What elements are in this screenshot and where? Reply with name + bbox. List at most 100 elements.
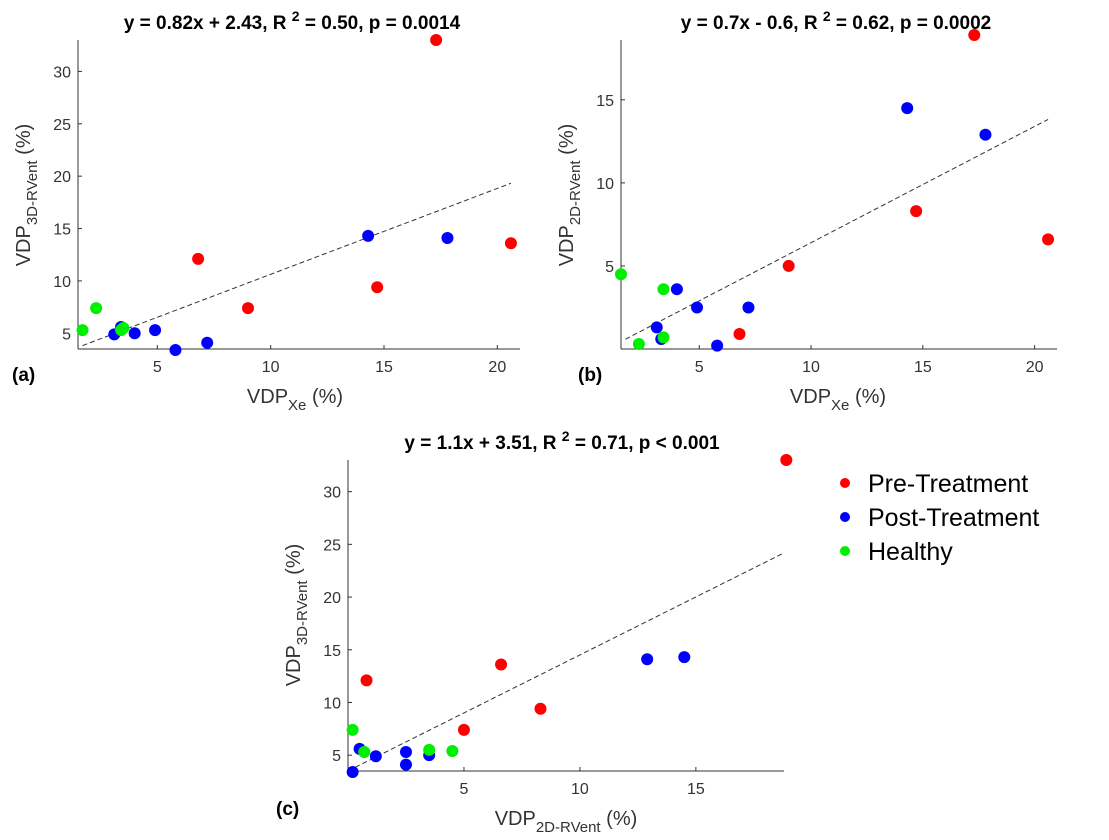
point-pre-treatment: [192, 252, 205, 265]
regression-line-a: [82, 182, 512, 347]
point-pre-treatment: [1042, 233, 1055, 246]
y-tick-label: 25: [53, 117, 71, 134]
panel-b: y = 0.7x - 0.6, R 2 = 0.62, p = 0.0002 5 1…: [556, 8, 1057, 414]
y-tick-label: 5: [605, 259, 614, 276]
y-axis-label-a: VDP3D-RVent (%): [13, 124, 41, 267]
point-post-treatment: [711, 339, 724, 352]
legend-item-healthy: Healthy: [840, 538, 953, 566]
point-healthy: [446, 744, 459, 757]
point-post-treatment: [369, 750, 382, 763]
point-pre-treatment: [782, 259, 795, 272]
y-axis-label-c: VDP3D-RVent (%): [283, 544, 311, 687]
chart-title-a: y = 0.82x + 2.43, R 2 = 0.50, p = 0.0014: [124, 8, 461, 34]
x-tick-label: 15: [687, 781, 705, 798]
x-tick-label: 10: [571, 781, 589, 798]
y-tick-label: 30: [323, 485, 341, 502]
point-pre-treatment: [430, 34, 443, 46]
y-tick-label: 15: [323, 643, 341, 660]
point-post-treatment: [399, 758, 412, 771]
x-tick-label: 10: [262, 359, 280, 376]
point-post-treatment: [691, 301, 704, 314]
point-healthy: [657, 331, 670, 344]
legend-label: Pre-Treatment: [868, 470, 1028, 498]
x-tick-label: 20: [1026, 359, 1044, 376]
point-healthy: [358, 746, 371, 759]
point-post-treatment: [678, 651, 691, 664]
point-post-treatment: [979, 128, 992, 141]
panel-label-a: (a): [12, 365, 35, 386]
point-post-treatment: [650, 321, 663, 334]
legend-label: Healthy: [868, 538, 953, 566]
legend-marker: [840, 546, 850, 556]
x-axis-label-a: VDPXe (%): [247, 386, 343, 414]
x-tick-label: 10: [802, 359, 820, 376]
point-healthy: [632, 338, 645, 351]
point-healthy: [346, 723, 359, 736]
y-axis-label-b: VDP2D-RVent (%): [556, 124, 584, 267]
point-healthy: [423, 743, 436, 756]
panel-a: y = 0.82x + 2.43, R 2 = 0.50, p = 0.0014…: [12, 8, 520, 414]
chart-title-c: y = 1.1x + 3.51, R 2 = 0.71, p < 0.001: [404, 428, 720, 454]
point-pre-treatment: [780, 454, 793, 466]
y-tick-label: 30: [53, 64, 71, 81]
point-post-treatment: [169, 344, 182, 357]
y-tick-label: 20: [323, 590, 341, 607]
x-tick-label: 15: [375, 359, 393, 376]
legend: Pre-Treatment Post-Treatment Healthy: [840, 470, 1039, 566]
regression-line-c: [347, 552, 785, 772]
point-healthy: [615, 268, 627, 281]
point-post-treatment: [441, 231, 454, 244]
panel-c: y = 1.1x + 3.51, R 2 = 0.71, p < 0.001 5 1…: [276, 428, 793, 836]
y-tick-label: 10: [323, 695, 341, 712]
legend-marker: [840, 512, 850, 522]
legend-label: Post-Treatment: [868, 504, 1039, 532]
point-post-treatment: [346, 766, 359, 779]
x-axis-label-b: VDPXe (%): [790, 386, 886, 414]
point-post-treatment: [670, 283, 683, 296]
point-post-treatment: [149, 324, 162, 337]
y-tick-label: 5: [62, 326, 71, 343]
point-post-treatment: [901, 102, 914, 115]
point-pre-treatment: [242, 302, 254, 315]
legend-item-pre-treatment: Pre-Treatment: [840, 470, 1028, 498]
point-post-treatment: [201, 336, 214, 349]
y-tick-label: 10: [53, 274, 71, 291]
point-post-treatment: [742, 301, 755, 314]
y-tick-label: 15: [53, 222, 71, 239]
x-tick-label: 5: [460, 781, 469, 798]
y-tick-label: 5: [332, 748, 341, 765]
point-pre-treatment: [495, 658, 508, 671]
chart-title-b: y = 0.7x - 0.6, R 2 = 0.62, p = 0.0002: [681, 8, 991, 34]
y-tick-label: 20: [53, 169, 71, 186]
y-tick-label: 25: [323, 537, 341, 554]
x-axis-label-c: VDP2D-RVent (%): [495, 808, 638, 836]
panel-label-c: (c): [276, 799, 299, 820]
point-healthy: [115, 324, 128, 337]
point-pre-treatment: [910, 205, 923, 218]
point-post-treatment: [128, 327, 141, 340]
point-healthy: [76, 324, 89, 337]
x-tick-label: 5: [695, 359, 704, 376]
point-pre-treatment: [371, 281, 384, 294]
regression-line-b: [625, 118, 1049, 340]
legend-item-post-treatment: Post-Treatment: [840, 504, 1039, 532]
y-tick-label: 10: [596, 176, 614, 193]
point-pre-treatment: [733, 328, 746, 341]
x-tick-label: 15: [914, 359, 932, 376]
point-pre-treatment: [360, 674, 373, 687]
x-tick-label: 5: [153, 359, 162, 376]
point-healthy: [657, 283, 670, 296]
point-pre-treatment: [534, 702, 547, 715]
y-tick-label: 15: [596, 93, 614, 110]
point-healthy: [90, 302, 103, 315]
panel-label-b: (b): [578, 365, 602, 386]
point-post-treatment: [641, 653, 654, 666]
point-post-treatment: [399, 746, 412, 759]
point-post-treatment: [362, 229, 375, 242]
point-pre-treatment: [968, 29, 981, 42]
point-pre-treatment: [504, 237, 517, 250]
legend-marker: [840, 478, 850, 488]
point-pre-treatment: [457, 723, 470, 736]
x-tick-label: 20: [488, 359, 506, 376]
